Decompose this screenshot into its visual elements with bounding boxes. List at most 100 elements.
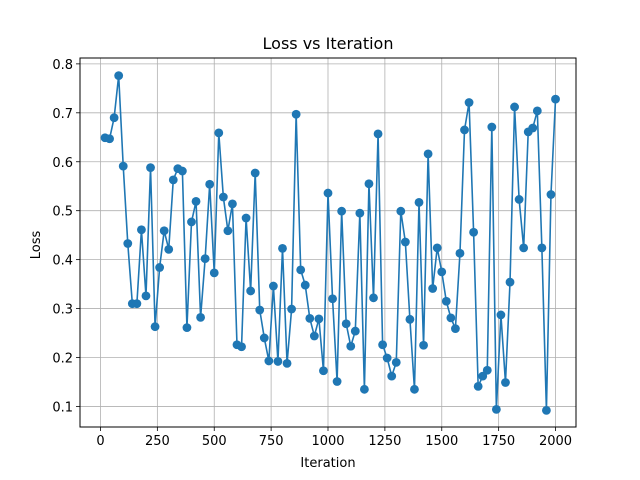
data-point: [382, 353, 392, 363]
data-point: [168, 175, 178, 185]
data-point: [314, 314, 324, 324]
x-tick-label: 1750: [482, 434, 515, 449]
data-point: [164, 244, 174, 254]
x-tick-label: 500: [202, 434, 227, 449]
data-point: [405, 314, 415, 324]
data-point: [469, 227, 479, 237]
data-point: [118, 161, 128, 171]
y-tick-label: 0.1: [52, 400, 73, 415]
data-point: [259, 333, 269, 343]
data-point: [114, 71, 124, 81]
chart-title: Loss vs Iteration: [263, 34, 394, 53]
data-point: [460, 125, 469, 135]
data-point: [496, 310, 506, 320]
data-point: [200, 254, 210, 264]
data-point: [319, 366, 328, 376]
data-point: [396, 206, 406, 216]
data-point: [410, 384, 419, 394]
x-tick-label: 1250: [368, 434, 401, 449]
y-tick-label: 0.7: [52, 107, 73, 122]
y-tick-label: 0.2: [52, 352, 73, 367]
data-point: [364, 179, 374, 189]
x-tick-label: 1500: [425, 434, 458, 449]
data-point: [373, 129, 383, 139]
data-point: [551, 94, 560, 104]
x-tick-label: 250: [145, 434, 170, 449]
x-tick-label: 0: [96, 434, 104, 449]
data-point: [400, 237, 410, 247]
data-point: [182, 323, 192, 333]
data-point: [491, 404, 501, 414]
data-point: [291, 109, 301, 119]
data-point: [532, 106, 542, 116]
data-point: [546, 190, 556, 199]
data-point: [451, 324, 460, 334]
data-point: [537, 243, 547, 253]
data-point: [255, 305, 265, 315]
data-point: [455, 248, 465, 258]
data-point: [346, 341, 356, 351]
data-point: [250, 168, 260, 178]
data-point: [223, 226, 233, 236]
y-tick-label: 0.4: [52, 254, 73, 269]
data-point: [105, 134, 114, 144]
data-point: [510, 102, 519, 112]
data-point: [332, 377, 342, 386]
data-point: [141, 291, 151, 301]
data-point: [150, 322, 160, 332]
data-point: [428, 284, 438, 293]
data-point: [137, 225, 146, 235]
data-point: [282, 358, 292, 368]
y-tick-label: 0.8: [52, 58, 73, 73]
y-axis-label: Loss: [29, 231, 44, 260]
data-point: [187, 217, 196, 227]
data-point: [196, 312, 205, 322]
data-point: [514, 195, 524, 204]
data-point: [423, 149, 433, 159]
data-point: [300, 280, 310, 290]
data-point: [387, 371, 397, 381]
data-point: [218, 192, 228, 202]
data-point: [414, 197, 424, 207]
data-point: [432, 243, 442, 253]
data-point: [441, 296, 451, 306]
data-point: [519, 243, 529, 253]
data-point: [464, 98, 474, 107]
data-point: [378, 340, 388, 350]
data-point: [205, 179, 215, 189]
data-point: [273, 357, 283, 366]
data-point: [505, 277, 515, 287]
ticks: 0 250 500 750 1000 1250 1500 1750 2000 0.1 0.2 0.3 0…: [52, 58, 572, 449]
data-point: [287, 304, 296, 314]
data-point: [237, 342, 246, 352]
data-point: [177, 166, 187, 176]
data-point: [155, 263, 165, 272]
data-point: [487, 122, 497, 132]
x-axis-label: Iteration: [300, 456, 355, 471]
y-tick-label: 0.6: [52, 156, 73, 171]
data-point: [473, 381, 483, 391]
x-tick-label: 2000: [539, 434, 572, 449]
data-point: [228, 199, 237, 209]
y-tick-label: 0.5: [52, 205, 73, 220]
data-point: [501, 378, 510, 387]
data-point: [323, 188, 333, 198]
data-point: [132, 299, 142, 309]
series-loss: [100, 71, 560, 415]
data-point: [369, 293, 378, 303]
data-point: [159, 226, 169, 236]
data-point: [542, 405, 551, 415]
x-tick-label: 750: [259, 434, 284, 449]
data-point: [264, 356, 274, 366]
data-point: [419, 340, 428, 350]
data-point: [391, 358, 401, 367]
data-point: [305, 313, 315, 323]
y-tick-label: 0.3: [52, 303, 73, 318]
data-point: [355, 208, 365, 218]
x-tick-label: 1000: [311, 434, 344, 449]
data-point: [296, 265, 306, 275]
data-point: [337, 206, 347, 216]
data-point: [278, 243, 287, 253]
